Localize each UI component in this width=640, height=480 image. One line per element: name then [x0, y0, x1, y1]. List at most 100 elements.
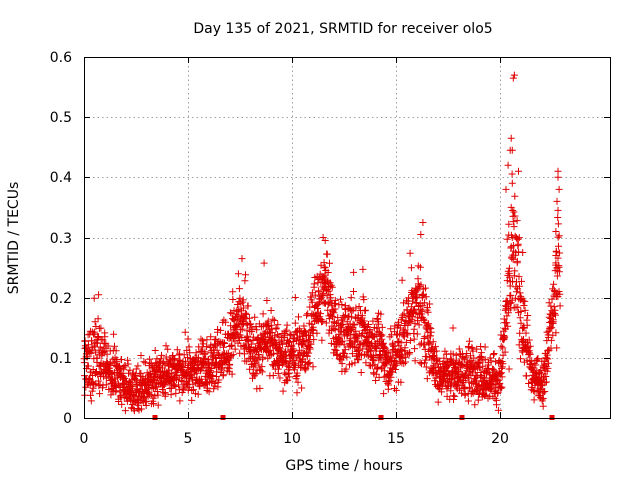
data-point — [331, 325, 339, 333]
data-point — [463, 350, 471, 357]
data-point — [399, 311, 407, 319]
data-point — [358, 312, 366, 320]
data-point — [413, 330, 421, 338]
data-point — [327, 294, 335, 302]
data-point — [279, 340, 287, 348]
data-point — [247, 320, 255, 328]
data-point — [101, 333, 109, 341]
data-point — [292, 373, 300, 380]
data-point — [392, 361, 400, 369]
data-point — [554, 220, 562, 228]
data-point — [396, 330, 404, 338]
data-point — [493, 401, 500, 409]
data-point — [450, 375, 458, 383]
data-point — [498, 373, 506, 381]
data-point — [365, 321, 372, 328]
data-point — [235, 333, 243, 341]
data-point — [553, 197, 561, 205]
data-point — [550, 303, 558, 311]
data-point — [350, 321, 358, 329]
data-point — [318, 336, 326, 344]
data-point — [305, 359, 313, 367]
data-point — [546, 325, 554, 333]
data-point — [525, 336, 533, 344]
data-point — [380, 390, 388, 398]
data-point — [188, 375, 196, 383]
data-point — [188, 387, 196, 394]
data-point — [406, 349, 414, 356]
data-point — [220, 343, 227, 351]
data-point — [396, 346, 404, 353]
data-point — [134, 362, 142, 370]
data-point — [252, 370, 260, 378]
data-point — [192, 349, 200, 357]
data-point — [369, 317, 377, 325]
data-point — [176, 350, 184, 358]
data-point — [542, 373, 550, 380]
data-point — [201, 348, 209, 356]
data-point — [246, 365, 254, 373]
data-point — [318, 291, 326, 299]
data-point — [516, 282, 523, 290]
data-point — [283, 377, 291, 385]
data-point — [193, 369, 201, 377]
data-point — [256, 384, 264, 392]
data-point — [272, 324, 280, 332]
data-point — [348, 307, 356, 315]
data-point — [229, 351, 237, 359]
data-point — [554, 173, 562, 181]
data-point — [425, 340, 433, 348]
gap-marker — [459, 415, 465, 420]
data-point — [151, 347, 159, 354]
data-point — [381, 344, 389, 352]
data-point — [173, 346, 181, 354]
data-point — [229, 296, 237, 303]
data-point — [545, 299, 553, 307]
data-point — [487, 357, 495, 365]
data-point — [410, 335, 418, 343]
data-point — [349, 320, 357, 328]
data-point — [151, 383, 159, 391]
data-point — [508, 296, 516, 304]
data-point — [88, 346, 96, 354]
data-point — [245, 314, 253, 322]
data-point — [417, 231, 425, 238]
data-point — [455, 345, 463, 353]
data-point — [512, 251, 520, 259]
data-point — [238, 255, 246, 263]
data-point — [548, 295, 556, 303]
data-point — [213, 346, 221, 354]
data-point — [110, 330, 118, 338]
data-point — [424, 308, 432, 316]
data-point — [486, 354, 494, 362]
data-point — [320, 263, 328, 271]
data-point — [295, 313, 302, 321]
data-point — [479, 362, 487, 370]
data-point — [372, 351, 380, 359]
data-point — [175, 381, 182, 389]
data-point — [556, 302, 564, 310]
data-point — [283, 321, 291, 329]
data-point — [425, 320, 433, 328]
data-point — [247, 340, 255, 348]
data-point — [543, 378, 550, 386]
data-point — [521, 306, 529, 314]
data-point — [338, 360, 346, 368]
data-point — [399, 354, 407, 362]
data-point — [515, 167, 522, 175]
data-point — [386, 377, 394, 385]
data-point — [106, 360, 114, 368]
data-point — [411, 357, 419, 365]
data-point — [464, 397, 472, 405]
data-point — [490, 350, 498, 357]
data-point — [498, 383, 506, 391]
data-point — [553, 272, 561, 280]
data-point — [199, 337, 206, 345]
data-point — [239, 296, 247, 304]
data-point — [222, 318, 230, 326]
data-point — [501, 348, 509, 356]
data-point — [348, 350, 356, 358]
data-point — [359, 319, 366, 327]
data-point — [217, 326, 225, 334]
data-point — [121, 362, 129, 370]
